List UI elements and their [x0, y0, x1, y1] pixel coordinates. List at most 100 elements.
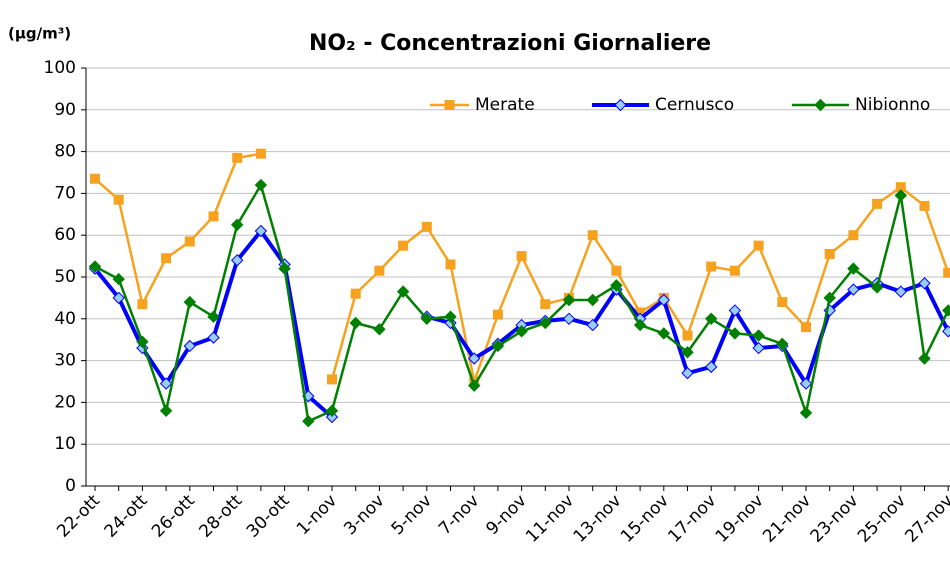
chart-title: NO₂ - Concentrazioni Giornaliere — [309, 31, 711, 56]
x-tick-label: 21-nov — [759, 491, 815, 547]
point — [327, 374, 337, 385]
y-tick-label: 20 — [54, 392, 76, 412]
point — [562, 312, 576, 326]
point — [610, 279, 623, 292]
point — [611, 265, 622, 276]
point — [777, 297, 788, 308]
point — [799, 406, 813, 420]
point — [113, 194, 124, 205]
y-tick-label: 10 — [54, 434, 76, 454]
point — [184, 236, 195, 247]
point — [753, 240, 764, 251]
point — [396, 285, 410, 298]
point — [516, 251, 527, 262]
y-tick-label: 80 — [54, 142, 76, 162]
y-tick-label: 70 — [54, 183, 76, 203]
y-tick-label: 0 — [65, 476, 76, 496]
point — [207, 331, 220, 344]
point — [704, 312, 718, 326]
point — [230, 218, 244, 231]
point — [752, 329, 765, 342]
x-tick-label: 5-nov — [388, 491, 436, 539]
y-tick-label: 60 — [54, 225, 76, 245]
point — [870, 281, 884, 294]
point — [872, 198, 883, 209]
x-tick-label: 23-nov — [807, 491, 863, 547]
point — [752, 341, 765, 355]
point — [847, 283, 860, 296]
point — [374, 265, 385, 276]
x-tick-label: 1-nov — [293, 491, 341, 539]
point — [941, 304, 950, 317]
legend-label: Merate — [475, 95, 535, 115]
point — [254, 178, 268, 192]
point — [112, 272, 125, 286]
point — [587, 230, 598, 241]
point — [278, 262, 291, 275]
legend-marker — [814, 98, 827, 112]
point — [729, 265, 740, 276]
point — [492, 309, 503, 320]
y-tick-label: 50 — [54, 267, 76, 287]
point — [918, 277, 931, 290]
x-tick-label: 25-nov — [854, 491, 910, 547]
x-tick-label: 3-nov — [340, 491, 388, 539]
point — [704, 360, 718, 374]
plot — [88, 148, 950, 428]
legend-marker — [614, 98, 627, 112]
point — [706, 261, 717, 272]
point — [801, 322, 811, 333]
point — [491, 339, 505, 353]
x-tick-label: 17-nov — [664, 491, 720, 547]
point — [728, 304, 742, 317]
point — [657, 327, 671, 340]
y-tick-label: 40 — [54, 309, 76, 329]
point — [88, 260, 102, 273]
y-tick-label: 100 — [44, 58, 76, 78]
y-tick-label: 90 — [54, 100, 76, 120]
point — [681, 346, 694, 359]
point — [586, 318, 599, 332]
point — [230, 254, 244, 267]
point — [562, 293, 576, 307]
point — [445, 259, 456, 270]
x-tick-label: 26-ott — [148, 491, 199, 542]
point — [799, 377, 813, 390]
x-tick-label: 11-nov — [522, 491, 578, 547]
point — [540, 299, 551, 310]
point — [848, 230, 859, 241]
point — [918, 352, 931, 365]
point — [325, 410, 339, 424]
point — [232, 152, 243, 163]
point — [350, 288, 361, 299]
point — [302, 415, 315, 428]
legend-marker — [444, 100, 455, 110]
point — [657, 293, 671, 307]
point — [112, 291, 125, 305]
point — [681, 366, 694, 380]
point — [823, 291, 836, 305]
point — [137, 299, 148, 310]
point — [349, 316, 362, 330]
point — [183, 295, 197, 309]
x-tick-label: 28-ott — [195, 491, 246, 542]
point — [325, 404, 339, 417]
point — [539, 316, 552, 330]
point — [943, 267, 950, 278]
legend-label: Cernusco — [655, 95, 734, 115]
legend-label: Nibionno — [855, 95, 930, 115]
point — [847, 262, 860, 275]
x-tick-label: 15-nov — [617, 491, 673, 547]
point — [254, 224, 268, 238]
point — [183, 339, 197, 353]
x-tick-label: 7-nov — [435, 491, 483, 539]
point — [515, 325, 528, 338]
point — [824, 249, 835, 260]
point — [919, 200, 930, 211]
x-tick-label: 22-ott — [53, 491, 104, 542]
point — [633, 318, 647, 332]
point — [207, 310, 220, 323]
point — [159, 377, 173, 390]
point — [941, 325, 950, 338]
